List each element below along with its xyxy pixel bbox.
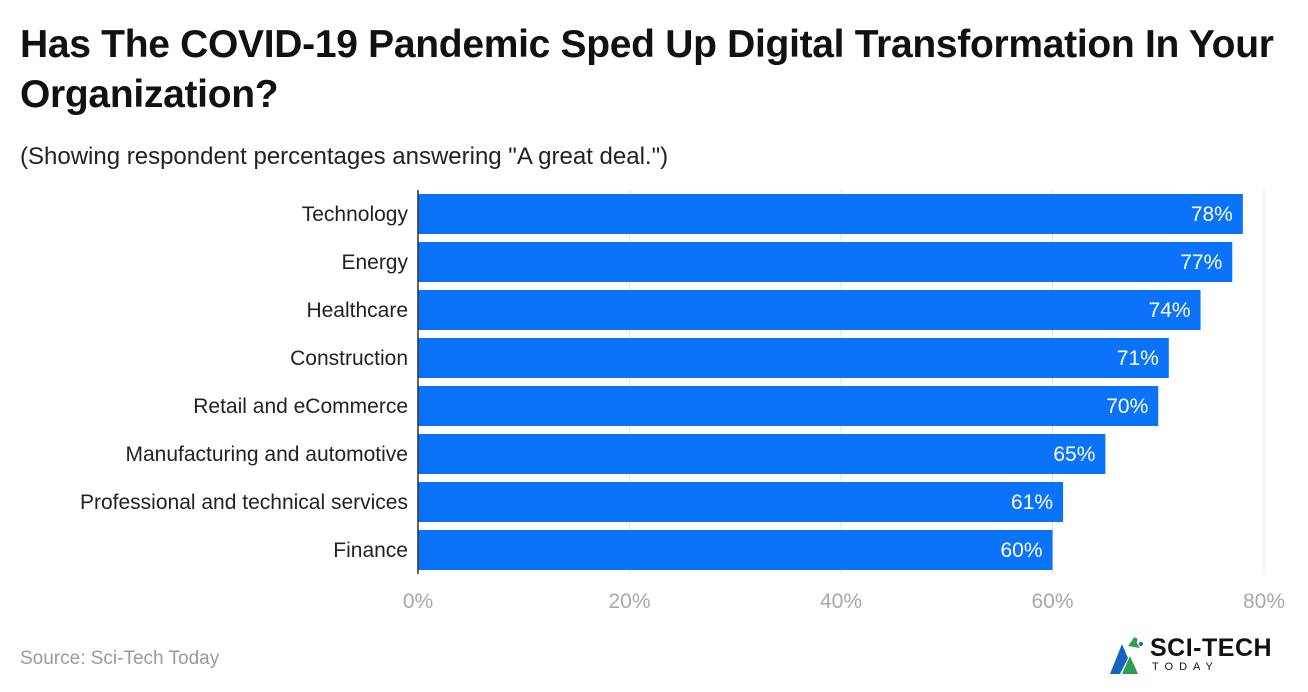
bar-value-label: 61% <box>1011 491 1053 514</box>
sci-tech-today-logo: SCI-TECH TODAY <box>1108 632 1283 678</box>
bar <box>418 290 1201 330</box>
category-label: Energy <box>341 251 408 274</box>
category-label: Finance <box>333 539 408 562</box>
bar-value-label: 70% <box>1106 395 1148 418</box>
category-label: Healthcare <box>306 299 408 322</box>
chart-subtitle: (Showing respondent percentages answerin… <box>20 143 669 170</box>
bar <box>418 530 1053 570</box>
bar-value-label: 60% <box>1000 539 1042 562</box>
bar-value-label: 78% <box>1191 203 1233 226</box>
bar <box>418 194 1243 234</box>
logo-subtext: TODAY <box>1152 661 1219 673</box>
bar-value-label: 65% <box>1053 443 1095 466</box>
x-tick-label: 20% <box>608 590 650 610</box>
bar-value-label: 71% <box>1117 347 1159 370</box>
category-label: Construction <box>290 347 408 370</box>
sci-tech-logo-icon <box>1110 637 1143 674</box>
x-tick-label: 80% <box>1243 590 1285 610</box>
category-label: Retail and eCommerce <box>193 395 408 418</box>
bar <box>418 434 1106 474</box>
category-label: Technology <box>302 203 409 226</box>
x-tick-label: 40% <box>820 590 862 610</box>
x-tick-label: 0% <box>403 590 433 610</box>
category-label: Manufacturing and automotive <box>125 443 408 466</box>
bar <box>418 242 1233 282</box>
logo-wordmark: SCI-TECH <box>1150 634 1273 662</box>
bar <box>418 338 1169 378</box>
category-label: Professional and technical services <box>80 491 408 514</box>
bar <box>418 482 1064 522</box>
bar-value-label: 77% <box>1180 251 1222 274</box>
bar-chart: 78% Technology 77% Energy 74% Healthcare 71% Co… <box>80 190 1285 610</box>
bar-value-label: 74% <box>1149 299 1191 322</box>
source-note: Source: Sci-Tech Today <box>20 648 220 669</box>
x-tick-label: 60% <box>1031 590 1073 610</box>
chart-title: Has The COVID-19 Pandemic Sped Up Digita… <box>20 23 1274 116</box>
bar <box>418 386 1159 426</box>
